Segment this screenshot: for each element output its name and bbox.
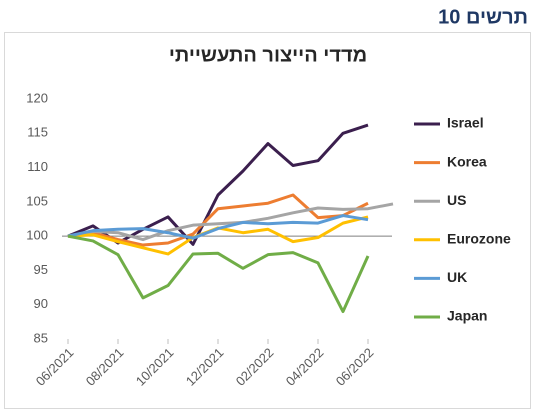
legend-label: US (447, 192, 466, 208)
series-line (67, 202, 394, 242)
x-tick-label: 02/2022 (233, 345, 277, 389)
x-tick-label: 06/2022 (333, 345, 377, 389)
y-tick-label: 95 (34, 262, 48, 277)
legend-label: Japan (447, 308, 487, 324)
y-tick-label: 115 (27, 125, 48, 140)
chart-frame (4, 32, 531, 409)
y-tick-label: 90 (34, 296, 48, 311)
legend-label: Eurozone (447, 231, 511, 247)
legend-label: Korea (447, 153, 487, 169)
y-tick-label: 120 (26, 90, 48, 105)
x-tick-label: 08/2021 (83, 345, 127, 389)
series-line (67, 193, 369, 247)
y-tick-label: 105 (26, 193, 48, 208)
y-tick-label: 85 (34, 330, 48, 345)
heading: תרשים 10 (438, 6, 528, 28)
x-tick-label: 06/2021 (33, 345, 77, 389)
chart-title: מדדי הייצור התעשייתי (169, 44, 367, 66)
series-line (67, 214, 369, 240)
x-tick-label: 10/2021 (133, 345, 177, 389)
y-tick-label: 100 (26, 228, 48, 243)
legend-label: Israel (447, 115, 484, 131)
legend-label: UK (447, 269, 467, 285)
x-tick-label: 12/2021 (183, 345, 227, 389)
y-tick-label: 110 (27, 159, 48, 174)
x-tick-label: 04/2022 (283, 345, 327, 389)
series-line (67, 234, 370, 314)
